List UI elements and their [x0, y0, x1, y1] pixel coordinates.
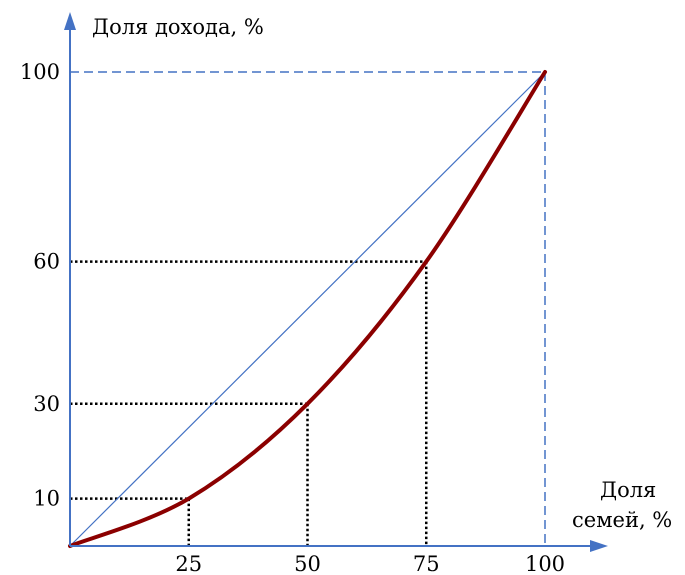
- x-axis-label-line-1: Доля: [600, 478, 656, 502]
- x-tick-25: 25: [175, 552, 202, 575]
- y-axis-label: Доля дохода, %: [92, 15, 264, 39]
- x-tick-100: 100: [525, 552, 565, 575]
- x-tick-50: 50: [294, 552, 321, 575]
- lorenz-curve: [68, 70, 547, 548]
- y-tick-100: 100: [20, 60, 60, 84]
- equality-line: [69, 71, 546, 547]
- x-tick-75: 75: [413, 552, 440, 575]
- x-axis-label-line-2: семей, %: [572, 508, 672, 532]
- y-tick-30: 30: [33, 392, 60, 416]
- y-tick-10: 10: [33, 487, 60, 511]
- guide-lines: [70, 260, 428, 546]
- tick-labels: 25 50 75 100 10 30 60 100: [20, 60, 565, 575]
- y-axis-arrow-icon: [64, 12, 76, 30]
- y-tick-60: 60: [33, 250, 60, 274]
- frame-lines: [70, 71, 546, 546]
- x-axis-arrow-icon: [590, 540, 608, 552]
